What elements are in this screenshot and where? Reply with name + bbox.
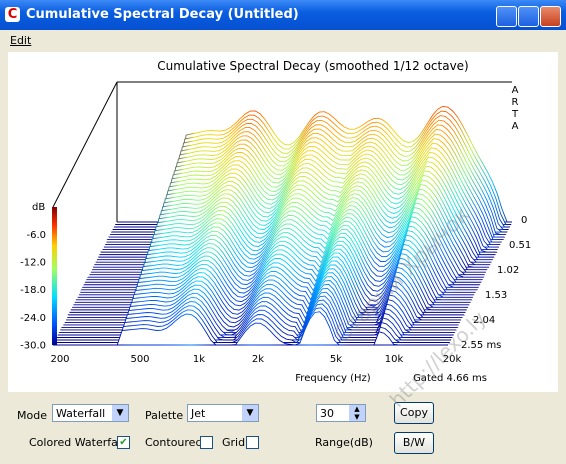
palette-select[interactable]: Jet ▼ bbox=[187, 404, 259, 422]
checkbox-checked[interactable]: ✔ bbox=[117, 436, 130, 449]
copy-button[interactable]: Copy bbox=[394, 402, 434, 424]
x-tick-label: 20k bbox=[443, 354, 462, 365]
y-unit: dB bbox=[32, 202, 45, 213]
close-button[interactable] bbox=[540, 6, 561, 27]
label: Range(dB) bbox=[315, 436, 373, 449]
spin-arrows[interactable]: ▲ ▼ bbox=[348, 405, 365, 421]
z-tick-label: 0.51 bbox=[509, 240, 531, 251]
y-tick-label: -6.0 bbox=[26, 230, 46, 241]
y-tick-label: -24.0 bbox=[20, 313, 46, 324]
brand-letter: R bbox=[512, 97, 519, 108]
window-title: Cumulative Spectral Decay (Untitled) bbox=[26, 7, 299, 22]
maximize-button[interactable] bbox=[518, 6, 539, 27]
bw-button[interactable]: B/W bbox=[394, 432, 434, 454]
brand-letter: T bbox=[511, 109, 519, 120]
dropdown-arrow: ▼ bbox=[111, 405, 128, 421]
color-bar bbox=[52, 207, 57, 345]
checkbox[interactable] bbox=[246, 436, 259, 449]
x-tick-label: 500 bbox=[130, 354, 149, 365]
y-tick-label: -18.0 bbox=[20, 285, 46, 296]
app-icon: C bbox=[5, 7, 20, 22]
waterfall-chart: Cumulative Spectral Decay (smoothed 1/12… bbox=[20, 59, 531, 384]
x-tick-label: 2k bbox=[252, 354, 264, 365]
minimize-button[interactable] bbox=[496, 6, 517, 27]
gated-label: Gated 4.66 ms bbox=[413, 373, 487, 384]
x-tick-label: 10k bbox=[385, 354, 404, 365]
dropdown-arrow: ▼ bbox=[241, 405, 258, 421]
y-tick-label: -30.0 bbox=[20, 340, 46, 351]
z-tick-label: 1.02 bbox=[497, 265, 519, 276]
checkbox-label: Colored Waterfall bbox=[29, 436, 124, 449]
z-tick-label: 0 bbox=[521, 215, 527, 226]
select-value: Jet bbox=[191, 407, 206, 420]
range-spinner[interactable]: 30 ▲ ▼ bbox=[316, 404, 366, 422]
x-tick-label: 200 bbox=[50, 354, 69, 365]
checkbox-label: Grid bbox=[222, 436, 246, 449]
x-tick-label: 5k bbox=[330, 354, 342, 365]
z-tick-label: 2.55 ms bbox=[461, 340, 501, 351]
menu-bar: Edit bbox=[0, 31, 566, 49]
title-bar: C Cumulative Spectral Decay (Untitled) bbox=[0, 0, 566, 30]
checkbox-label: Contoured bbox=[145, 436, 203, 449]
mode-select[interactable]: Waterfall ▼ bbox=[52, 404, 129, 422]
brand-letter: A bbox=[512, 85, 519, 96]
z-tick-label: 1.53 bbox=[485, 290, 507, 301]
menu-item[interactable]: Edit bbox=[10, 34, 32, 47]
select-value: Waterfall bbox=[56, 407, 106, 420]
frame-line bbox=[52, 81, 118, 208]
plot-area: Cumulative Spectral Decay (smoothed 1/12… bbox=[8, 52, 558, 392]
plot-title: Cumulative Spectral Decay (smoothed 1/12… bbox=[157, 59, 469, 73]
z-tick-label: 2.04 bbox=[473, 315, 495, 326]
label: Mode bbox=[17, 409, 47, 422]
label: Palette bbox=[145, 409, 184, 422]
x-tick-label: 1k bbox=[193, 354, 205, 365]
checkbox[interactable] bbox=[200, 436, 213, 449]
decay-slice bbox=[53, 311, 448, 346]
y-tick-label: -12.0 bbox=[20, 258, 46, 269]
brand-letter: A bbox=[512, 121, 519, 132]
x-axis-label: Frequency (Hz) bbox=[295, 373, 371, 384]
spinner-value: 30 bbox=[320, 407, 334, 420]
